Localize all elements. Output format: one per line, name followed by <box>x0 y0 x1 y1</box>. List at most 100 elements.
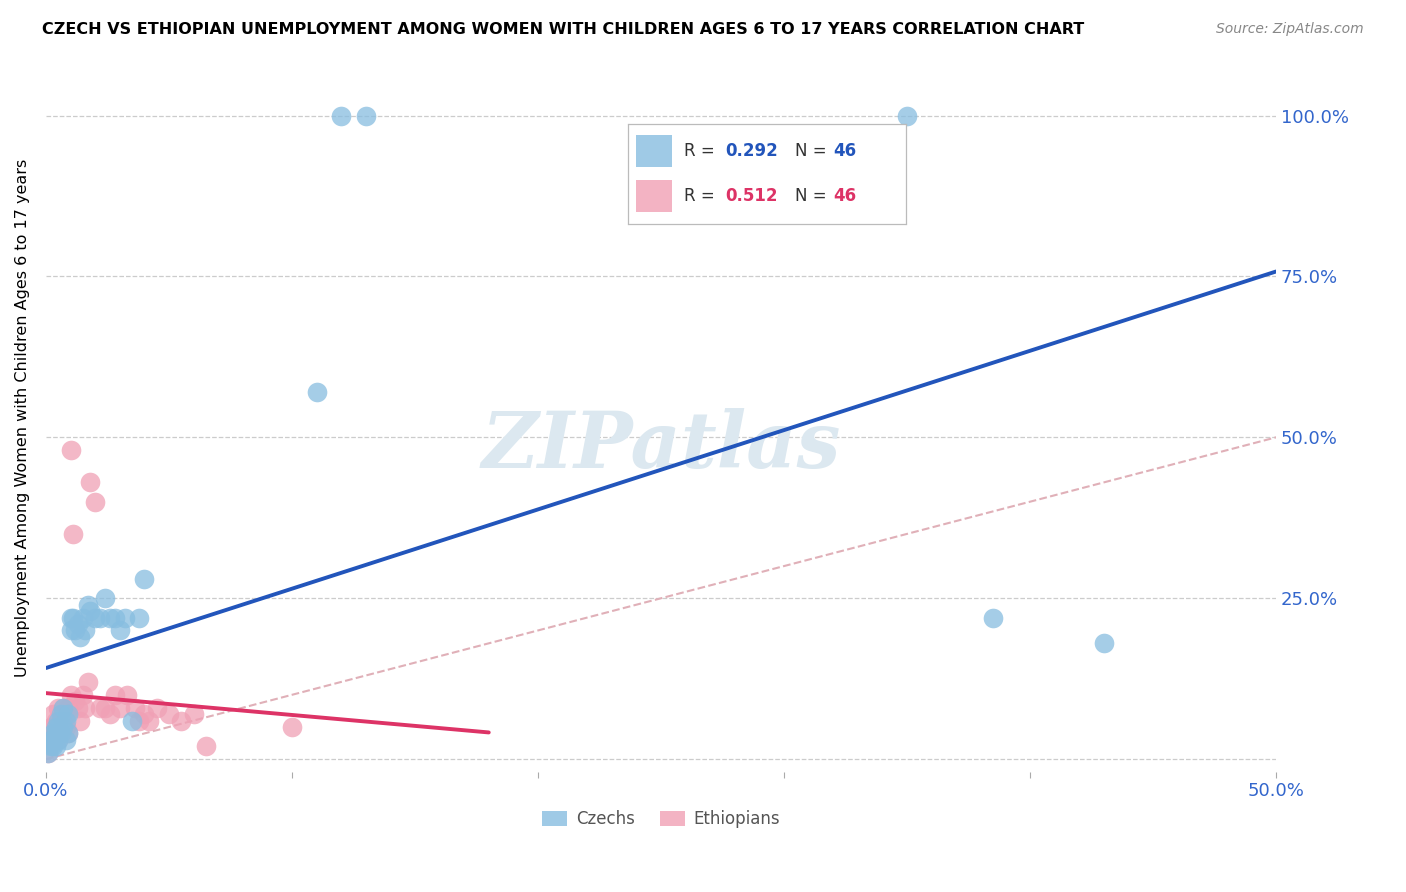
Point <box>59 624 82 638</box>
Point <box>98 707 121 722</box>
Point <box>84 494 107 508</box>
Text: 46: 46 <box>834 187 856 205</box>
Point <box>56 726 79 740</box>
Point <box>330 109 353 123</box>
Point <box>134 707 156 722</box>
Point <box>45 739 67 754</box>
Point <box>52 720 75 734</box>
Point <box>981 610 1004 624</box>
Point <box>84 610 107 624</box>
Point <box>59 443 82 458</box>
Point <box>138 714 160 728</box>
Point <box>52 700 75 714</box>
Point <box>121 714 143 728</box>
Point <box>39 732 62 747</box>
Point <box>124 700 146 714</box>
Point <box>55 714 77 728</box>
Point <box>1092 636 1115 650</box>
Point <box>45 714 67 728</box>
Point <box>42 707 65 722</box>
Point <box>55 732 77 747</box>
Point <box>52 714 75 728</box>
Point <box>114 610 136 624</box>
Point <box>134 572 156 586</box>
Text: 0.512: 0.512 <box>725 187 778 205</box>
Point <box>104 610 127 624</box>
Point <box>98 610 121 624</box>
Text: 46: 46 <box>834 142 856 160</box>
Point <box>76 598 98 612</box>
Point <box>281 720 304 734</box>
Point <box>49 726 72 740</box>
Point <box>108 624 131 638</box>
Point <box>89 610 111 624</box>
Text: N =: N = <box>794 142 831 160</box>
Point <box>55 707 77 722</box>
Y-axis label: Unemployment Among Women with Children Ages 6 to 17 years: Unemployment Among Women with Children A… <box>15 159 30 677</box>
Point <box>49 726 72 740</box>
Point <box>896 109 918 123</box>
Point <box>62 610 84 624</box>
Point <box>59 610 82 624</box>
Point <box>46 732 69 747</box>
Point <box>115 688 138 702</box>
Point <box>59 688 82 702</box>
Point <box>94 591 117 606</box>
Point <box>65 694 87 708</box>
Point <box>46 700 69 714</box>
Point <box>108 700 131 714</box>
Point <box>170 714 193 728</box>
Point <box>69 630 91 644</box>
Point <box>39 732 62 747</box>
Point <box>45 726 67 740</box>
Point <box>45 726 67 740</box>
Point <box>194 739 217 754</box>
Point <box>42 739 65 754</box>
Point <box>42 726 65 740</box>
Text: N =: N = <box>794 187 831 205</box>
Point <box>56 700 79 714</box>
Point <box>46 720 69 734</box>
Point <box>52 700 75 714</box>
Point <box>46 720 69 734</box>
Point <box>49 714 72 728</box>
Point <box>104 688 127 702</box>
FancyBboxPatch shape <box>637 180 672 212</box>
Point <box>55 720 77 734</box>
Point <box>72 688 94 702</box>
Point <box>46 732 69 747</box>
Point <box>128 610 150 624</box>
Point <box>79 604 101 618</box>
Point <box>76 675 98 690</box>
Text: R =: R = <box>683 187 720 205</box>
Point <box>354 109 377 123</box>
Point <box>305 385 328 400</box>
Point <box>56 726 79 740</box>
Point <box>157 707 180 722</box>
Point <box>42 732 65 747</box>
Point <box>66 617 89 632</box>
Text: ZIPatlas: ZIPatlas <box>481 409 841 484</box>
Point <box>37 746 59 760</box>
Point <box>45 720 67 734</box>
Legend: Czechs, Ethiopians: Czechs, Ethiopians <box>536 803 786 835</box>
Point <box>49 707 72 722</box>
Point <box>72 610 94 624</box>
Point <box>56 707 79 722</box>
Point <box>42 720 65 734</box>
Point <box>183 707 205 722</box>
Point <box>79 475 101 490</box>
Point <box>89 700 111 714</box>
Point <box>145 700 167 714</box>
Point <box>65 624 87 638</box>
Point <box>75 624 97 638</box>
Point <box>69 714 91 728</box>
Point <box>66 700 89 714</box>
Point <box>94 700 117 714</box>
Point <box>42 732 65 747</box>
Text: Source: ZipAtlas.com: Source: ZipAtlas.com <box>1216 22 1364 37</box>
Point <box>37 746 59 760</box>
Point <box>46 714 69 728</box>
Point <box>128 714 150 728</box>
Text: R =: R = <box>683 142 720 160</box>
